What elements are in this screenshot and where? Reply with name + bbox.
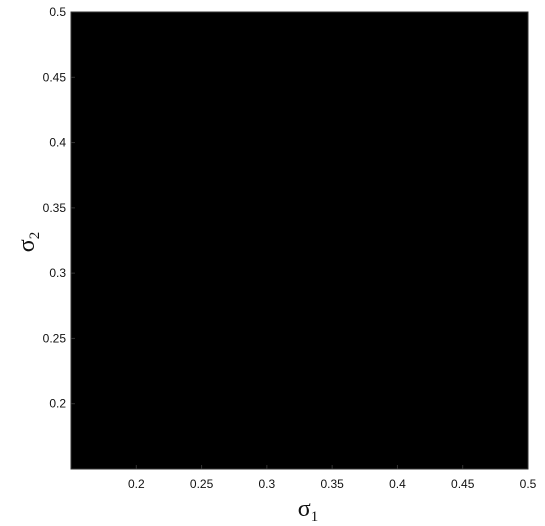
x-tick-label: 0.35 (320, 477, 344, 491)
y-tick-label: 0.45 (43, 70, 67, 84)
x-tick-label: 0.45 (451, 477, 475, 491)
y-axis: 0.2 0.25 0.3 0.35 0.4 0.45 0.5 (43, 5, 75, 411)
y-tick-label: 0.4 (49, 136, 66, 150)
y-axis-label: σ2 (14, 232, 43, 252)
x-axis-label: σ1 (298, 496, 318, 525)
plot-frame (70, 11, 529, 470)
x-axis: 0.2 0.25 0.3 0.35 0.4 0.45 0.5 (128, 465, 537, 491)
y-tick-label: 0.3 (49, 266, 66, 280)
x-tick-label: 0.5 (520, 477, 537, 491)
x-tick-label: 0.2 (128, 477, 145, 491)
x-tick-label: 0.25 (190, 477, 214, 491)
plot-area (71, 12, 528, 469)
y-tick-label: 0.25 (43, 331, 67, 345)
y-tick-label: 0.35 (43, 201, 67, 215)
y-tick-label: 0.2 (49, 397, 66, 411)
x-tick-label: 0.3 (259, 477, 276, 491)
x-tick-label: 0.4 (389, 477, 406, 491)
plot-background-fill (71, 12, 528, 469)
y-tick-label: 0.5 (49, 5, 66, 19)
